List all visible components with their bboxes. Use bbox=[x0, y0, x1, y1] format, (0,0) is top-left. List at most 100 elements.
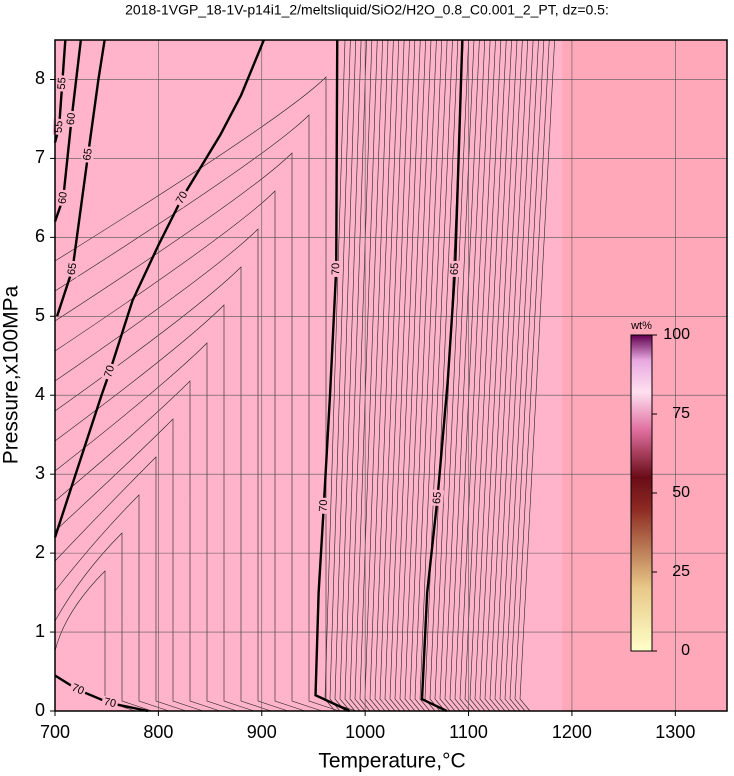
minor-contour bbox=[389, 39, 416, 712]
contour-label: 55 bbox=[53, 120, 66, 133]
contour-label-bg bbox=[101, 362, 118, 382]
minor-contour bbox=[54, 190, 306, 712]
contour-label-group: 60 bbox=[56, 189, 71, 207]
minor-contour bbox=[454, 39, 486, 712]
contour-line bbox=[53, 39, 67, 143]
minor-contour bbox=[54, 152, 323, 712]
colorbar-tick-label: 75 bbox=[672, 405, 690, 422]
minor-contour bbox=[444, 39, 475, 712]
minor-contour bbox=[54, 494, 170, 712]
minor-contour bbox=[339, 39, 362, 712]
contour-label-group: 55 bbox=[52, 118, 66, 136]
contour-label: 70 bbox=[103, 696, 117, 710]
minor-contour bbox=[469, 39, 502, 712]
contour-label-group: 70 bbox=[68, 681, 88, 699]
x-axis-label: Temperature,°C bbox=[318, 750, 465, 773]
minor-contour bbox=[484, 39, 518, 712]
contour-label-bg bbox=[52, 118, 66, 136]
contour-label-bg bbox=[68, 681, 88, 699]
contour-line bbox=[53, 39, 265, 538]
minor-contour bbox=[54, 114, 340, 712]
contour-label-group: 70 bbox=[100, 695, 119, 711]
minor-contour bbox=[519, 39, 555, 712]
x-tick-label: 900 bbox=[247, 722, 277, 742]
minor-contour bbox=[434, 39, 464, 712]
x-tick-label: 700 bbox=[40, 722, 70, 742]
contour-label-bg bbox=[448, 260, 462, 278]
contour-label: 60 bbox=[57, 191, 70, 204]
minor-contour bbox=[54, 76, 357, 712]
contour-label: 70 bbox=[70, 682, 86, 698]
minor-contours bbox=[54, 39, 555, 712]
colorbar bbox=[630, 334, 653, 652]
contour-label: 65 bbox=[66, 262, 80, 276]
contour-label: 65 bbox=[449, 263, 461, 276]
colorbar-tick-label: 0 bbox=[681, 642, 690, 659]
minor-contour bbox=[379, 39, 405, 712]
contour-line bbox=[54, 674, 149, 713]
chart-title: 2018-1VGP_18-1V-p14i1_2/meltsliquid/SiO2… bbox=[125, 2, 609, 18]
y-tick-label: 4 bbox=[35, 384, 45, 404]
contour-label: 65 bbox=[81, 148, 95, 162]
minor-contour bbox=[424, 39, 453, 712]
minor-contour bbox=[349, 39, 373, 712]
y-tick-label: 5 bbox=[35, 305, 45, 325]
minor-contour bbox=[514, 39, 550, 712]
y-tick-label: 3 bbox=[35, 463, 45, 483]
y-tick-label: 8 bbox=[35, 68, 45, 88]
minor-contour bbox=[464, 39, 496, 712]
minor-contour bbox=[384, 39, 410, 712]
contour-label: 60 bbox=[65, 112, 78, 126]
minor-contour bbox=[329, 39, 351, 712]
contour-label-bg bbox=[81, 145, 96, 164]
contour-label-group: 70 bbox=[330, 260, 343, 277]
minor-contour bbox=[499, 39, 534, 712]
minor-contour bbox=[54, 418, 204, 712]
y-tick-label: 1 bbox=[35, 621, 45, 641]
contour-label-bg bbox=[172, 187, 192, 208]
colorbar-label: wt% bbox=[630, 320, 652, 332]
contour-label-group: 65 bbox=[65, 260, 80, 278]
contour-label: 65 bbox=[431, 491, 444, 504]
minor-contour bbox=[54, 570, 136, 712]
y-tick-label: 0 bbox=[35, 700, 45, 720]
minor-contour bbox=[399, 39, 426, 712]
x-tick-label: 1200 bbox=[552, 722, 592, 742]
contour-label: 70 bbox=[330, 263, 342, 275]
contour-label-bg bbox=[56, 189, 71, 207]
minor-contour bbox=[54, 304, 255, 712]
contour-label-group: 70 bbox=[317, 497, 331, 515]
minor-contour bbox=[344, 39, 367, 712]
minor-contour bbox=[404, 39, 432, 712]
contour-label-group: 65 bbox=[81, 145, 96, 164]
minor-contour bbox=[54, 532, 153, 712]
minor-contour bbox=[414, 39, 443, 712]
contour-label: 70 bbox=[102, 364, 117, 379]
minor-contour bbox=[489, 39, 523, 712]
minor-contour bbox=[449, 39, 480, 712]
contour-label-bg bbox=[317, 497, 331, 515]
contour-label-bg bbox=[64, 110, 79, 128]
minor-contour bbox=[374, 39, 400, 712]
minor-contour bbox=[409, 39, 437, 712]
contour-label-bg bbox=[65, 260, 80, 278]
minor-contour bbox=[369, 39, 394, 712]
x-tick-label: 1000 bbox=[345, 722, 385, 742]
y-tick-label: 2 bbox=[35, 542, 45, 562]
minor-contour bbox=[54, 228, 289, 712]
contour-label-group: 60 bbox=[64, 110, 79, 128]
contour-label-group: 65 bbox=[448, 260, 462, 278]
contour-label-bg bbox=[100, 695, 119, 711]
plot-frame bbox=[54, 39, 728, 712]
colorbar-tick-label: 100 bbox=[663, 326, 690, 343]
y-axis-label: Pressure,x100MPa bbox=[0, 285, 23, 464]
minor-contour bbox=[459, 39, 491, 712]
contour-label-group: 55 bbox=[55, 75, 69, 92]
contour-label-bg bbox=[430, 489, 445, 507]
minor-contour bbox=[54, 266, 272, 712]
contour-label: 55 bbox=[56, 77, 69, 90]
minor-contour bbox=[394, 39, 421, 712]
minor-contour bbox=[54, 456, 187, 712]
contour-label-group: 70 bbox=[101, 362, 118, 382]
minor-contour bbox=[509, 39, 545, 712]
